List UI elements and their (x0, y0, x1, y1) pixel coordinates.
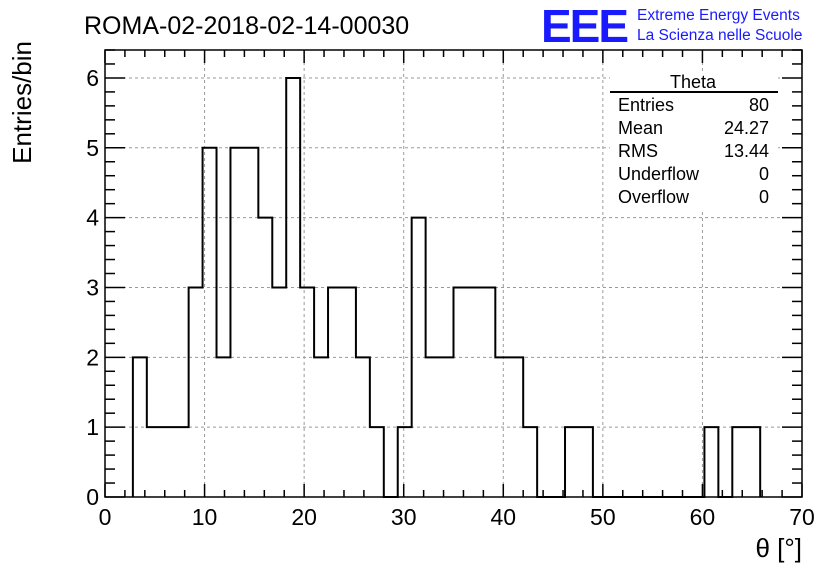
x-tick-label: 20 (291, 504, 317, 530)
y-tick-label: 1 (86, 414, 99, 440)
y-tick-label: 5 (86, 135, 99, 161)
stats-value: 13.44 (724, 141, 769, 161)
stats-label: Mean (618, 118, 663, 138)
x-tick-label: 30 (391, 504, 417, 530)
y-tick-label: 6 (86, 65, 99, 91)
y-tick-label: 4 (86, 205, 99, 231)
stats-value: 24.27 (724, 118, 769, 138)
stats-label: Overflow (618, 187, 690, 207)
stats-label: RMS (618, 141, 658, 161)
x-tick-label: 60 (690, 504, 716, 530)
stats-title: Theta (670, 72, 717, 92)
x-axis-label: θ [°] (755, 533, 802, 563)
y-tick-label: 0 (86, 484, 99, 510)
x-tick-label: 70 (789, 504, 815, 530)
stats-rows: Entries 80 Mean 24.27 RMS 13.44 Underflow 0 Over… (618, 95, 769, 207)
x-tick-label: 0 (99, 504, 112, 530)
eee-logo-line2: La Scienza nelle Scuole (637, 27, 802, 44)
x-tick-label: 50 (590, 504, 616, 530)
y-tick-label: 3 (86, 274, 99, 300)
run-title: ROMA-02-2018-02-14-00030 (84, 12, 409, 40)
axis-ticks (104, 49, 803, 498)
stats-value: 80 (749, 95, 769, 115)
y-tick-label: 2 (86, 344, 99, 370)
eee-logo: EEE Extreme Energy Events La Scienza nel… (541, 0, 802, 52)
x-tick-label: 40 (490, 504, 516, 530)
x-tick-label: 10 (192, 504, 218, 530)
stats-value: 0 (759, 187, 769, 207)
axis-tick-labels: 0 10 20 30 40 50 60 70 0 1 2 3 4 5 6 (86, 65, 815, 530)
stats-box-background (610, 72, 778, 212)
stats-box: Theta Entries 80 Mean 24.27 RMS 13.44 Underflo… (610, 72, 778, 212)
stats-value: 0 (759, 164, 769, 184)
y-axis-label: Entries/bin (7, 41, 37, 164)
eee-logo-mark: EEE (541, 0, 627, 52)
eee-logo-line1: Extreme Energy Events (637, 7, 800, 24)
stats-label: Underflow (618, 164, 700, 184)
stats-label: Entries (618, 95, 674, 115)
